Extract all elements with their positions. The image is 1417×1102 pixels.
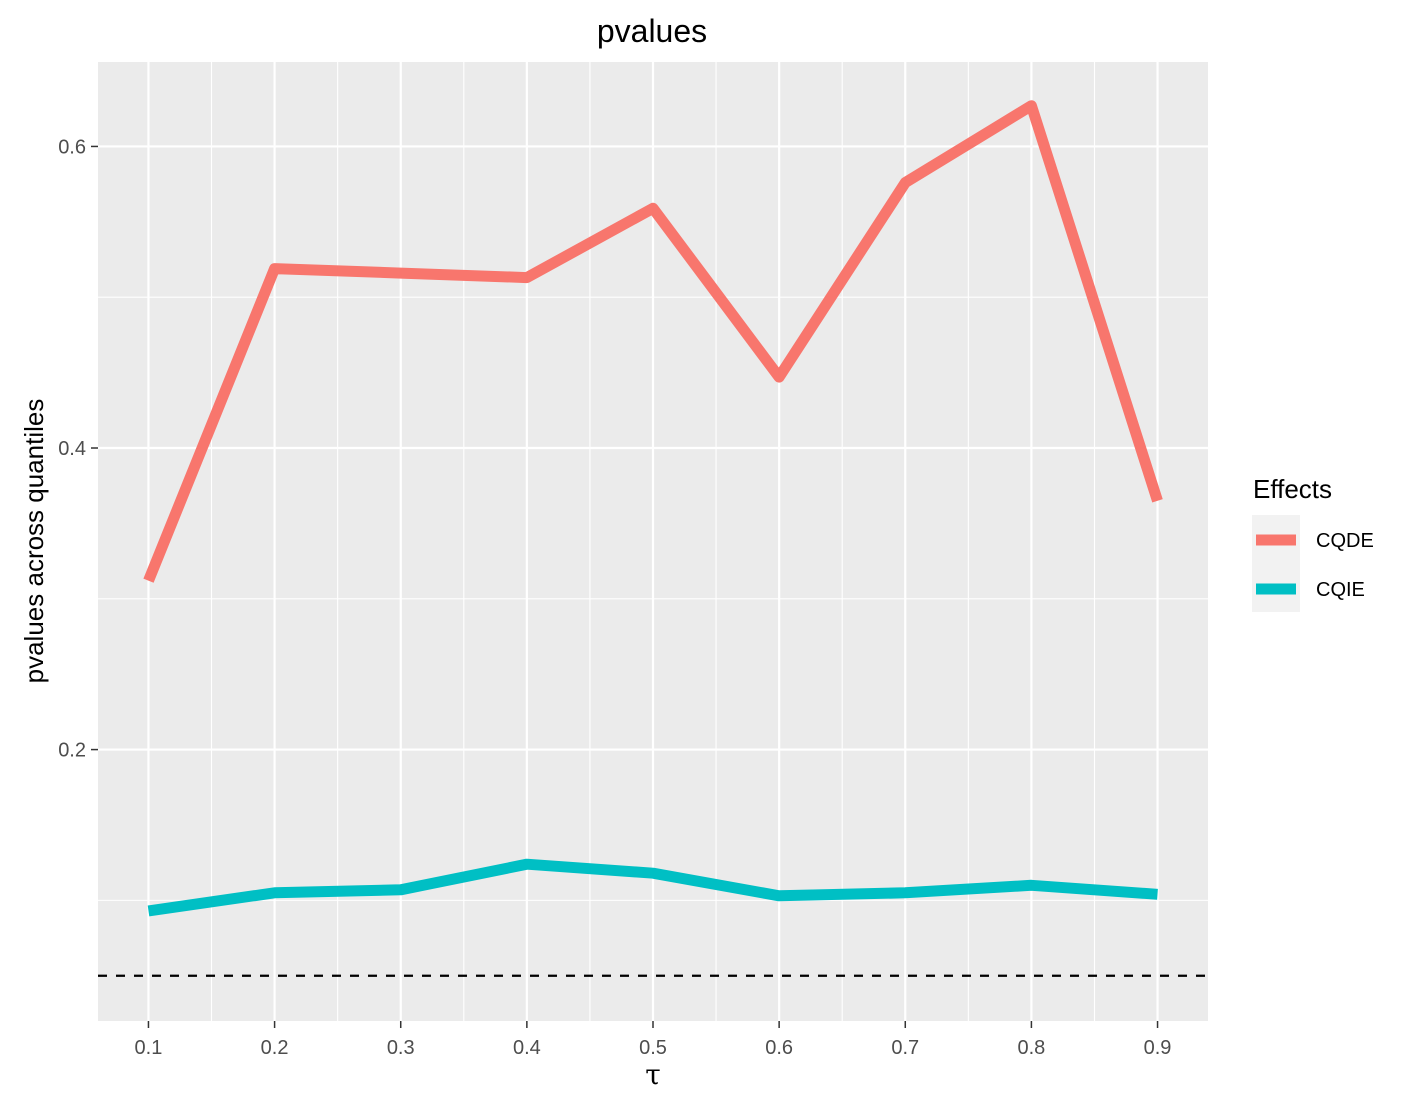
x-tick-label: 0.7: [891, 1037, 919, 1059]
y-tick-label: 0.2: [58, 740, 86, 762]
y-axis-title: pvalues across quantiles: [19, 399, 49, 684]
legend-title: Effects: [1253, 474, 1332, 504]
x-tick-label: 0.2: [261, 1037, 289, 1059]
series-line-cqde: [143, 100, 1163, 583]
legend: Effects CQDE CQIE: [1252, 474, 1374, 612]
x-tick-label: 0.4: [513, 1037, 541, 1059]
x-tick-label: 0.1: [135, 1037, 163, 1059]
x-axis-title: τ: [645, 1058, 661, 1091]
legend-items: CQDE CQIE: [1256, 530, 1374, 601]
major-gridlines: [98, 62, 1208, 1021]
x-tick-label: 0.5: [639, 1037, 667, 1059]
chart-title: pvalues: [597, 13, 707, 49]
y-tick-label: 0.6: [58, 136, 86, 158]
series-layer: [143, 100, 1163, 917]
legend-key-background: [1252, 515, 1300, 612]
legend-label-cqde: CQDE: [1316, 530, 1374, 552]
x-tick-label: 0.3: [387, 1037, 415, 1059]
x-axis-ticks: 0.1 0.2 0.3 0.4 0.5 0.6 0.7 0.8 0.9: [135, 1021, 1172, 1059]
series-line-cqie: [147, 858, 1158, 917]
x-tick-label: 0.9: [1144, 1037, 1172, 1059]
x-tick-label: 0.6: [765, 1037, 793, 1059]
x-tick-label: 0.8: [1018, 1037, 1046, 1059]
y-tick-label: 0.4: [58, 438, 86, 460]
legend-label-cqie: CQIE: [1316, 579, 1365, 601]
y-axis-ticks: 0.2 0.4 0.6: [58, 136, 98, 762]
